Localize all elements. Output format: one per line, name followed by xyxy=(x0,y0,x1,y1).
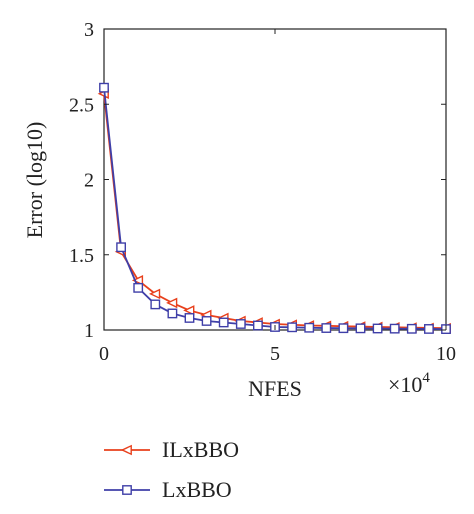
data-point xyxy=(166,297,178,309)
plot-area xyxy=(103,28,447,331)
data-point xyxy=(321,323,332,333)
x-tick-label: 10 xyxy=(436,343,456,365)
legend-label: ILxBBO xyxy=(162,437,239,462)
legend-label: LxBBO xyxy=(162,477,232,502)
data-point xyxy=(287,322,297,333)
x-tick-label: 0 xyxy=(99,343,109,365)
data-point xyxy=(131,275,144,286)
y-tick-label: 2.5 xyxy=(69,94,94,116)
data-point xyxy=(424,324,434,334)
y-tick-label: 1 xyxy=(84,320,94,342)
legend-swatch-marker xyxy=(122,485,132,495)
data-point xyxy=(167,308,178,319)
y-tick-label: 1.5 xyxy=(69,245,94,267)
data-point xyxy=(116,242,127,253)
y-tick-label: 2 xyxy=(84,170,94,192)
data-point xyxy=(235,319,246,329)
x-tick-label: 5 xyxy=(270,343,280,365)
x-axis-multiplier-exponent: 4 xyxy=(422,370,430,386)
x-axis-multiplier: ×104 xyxy=(388,370,430,397)
data-point xyxy=(183,305,195,316)
y-axis-label: Error (log10) xyxy=(22,122,47,239)
data-point xyxy=(338,323,349,334)
x-axis-multiplier-base: ×10 xyxy=(388,372,422,397)
data-point xyxy=(252,320,263,331)
legend: ILxBBO LxBBO xyxy=(104,437,239,502)
data-point xyxy=(201,316,212,326)
data-point xyxy=(389,323,400,334)
data-point xyxy=(406,323,417,334)
legend-item: ILxBBO xyxy=(104,437,239,462)
data-point xyxy=(218,317,229,328)
legend-swatch-marker xyxy=(120,444,132,456)
data-point xyxy=(184,313,195,323)
data-point xyxy=(133,282,144,293)
data-point xyxy=(148,288,161,300)
plot-frame xyxy=(103,28,447,331)
data-point xyxy=(150,299,161,310)
legend-item: LxBBO xyxy=(104,477,232,502)
ticks-layer: 0 5 10 1 1.5 2 2.5 3 xyxy=(69,19,456,365)
x-axis-label: NFES xyxy=(248,376,302,401)
data-point xyxy=(372,323,383,334)
data-point xyxy=(304,322,315,333)
y-tick-label: 3 xyxy=(84,19,94,41)
data-point xyxy=(355,323,366,334)
data-point xyxy=(99,82,109,93)
